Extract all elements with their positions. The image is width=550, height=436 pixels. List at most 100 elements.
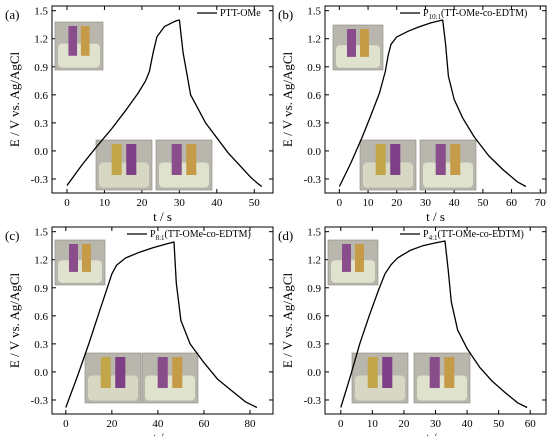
photo-border xyxy=(332,24,384,71)
photo-liquid xyxy=(159,162,209,188)
photo-film xyxy=(355,244,364,272)
x-tick-label: 20 xyxy=(398,418,410,430)
x-tick-label: 60 xyxy=(506,197,518,209)
x-tick-label: 60 xyxy=(198,418,210,430)
vial-photo-image xyxy=(54,239,106,286)
photo-liquid xyxy=(363,162,413,188)
panel-label: (b) xyxy=(278,7,293,22)
y-tick-label: 0.6 xyxy=(34,311,48,323)
photo-border xyxy=(141,352,199,404)
x-axis-title: t / s xyxy=(153,430,172,436)
chart-panel: 0 20 40 60 80 -0.3 0.0 0.3 0.6 0.9 1.2 1.5 t / s E / … xyxy=(5,226,274,436)
y-tick-label: 1.2 xyxy=(34,255,48,267)
y-tick-label: 0.0 xyxy=(307,146,321,158)
plot-frame xyxy=(51,5,274,194)
photo-liquid xyxy=(417,375,467,401)
photo-liquid xyxy=(336,45,380,68)
photo-border xyxy=(155,139,213,191)
legend-label: PTT-OMe xyxy=(220,8,261,19)
photo-border xyxy=(54,21,104,71)
legend-label: P10:1(TT-OMe-co-EDTM) xyxy=(423,8,527,21)
y-tick-label: 0.9 xyxy=(307,62,321,74)
photo-border xyxy=(413,352,471,404)
photo-film xyxy=(69,244,78,272)
x-tick-label: 40 xyxy=(152,418,164,430)
y-tick-label: 0.6 xyxy=(34,90,48,102)
panel-label: (d) xyxy=(278,228,293,243)
legend-label-part: P xyxy=(150,229,156,240)
y-tick-label: 0.3 xyxy=(307,118,321,130)
y-tick-label: 0.0 xyxy=(307,367,321,379)
photo-film xyxy=(360,29,369,57)
legend-label-part: P xyxy=(423,229,429,240)
vial-photo-image xyxy=(95,139,153,191)
charge-discharge-curve xyxy=(66,19,263,188)
x-axis-title: t / s xyxy=(426,430,445,436)
y-tick-label: 0.9 xyxy=(34,62,48,74)
y-tick-label: 0.6 xyxy=(307,90,321,102)
legend-label-part: (TT-OMe-co-EDTM) xyxy=(441,8,527,19)
y-tick-label: -0.3 xyxy=(304,395,322,407)
photo-border xyxy=(327,239,379,286)
vial-photo-image xyxy=(141,352,199,404)
x-tick-label: 80 xyxy=(244,418,256,430)
photo-liquid xyxy=(58,260,102,283)
photo-film xyxy=(450,144,461,175)
photo-film xyxy=(157,357,168,388)
photo-film xyxy=(444,357,455,388)
charge-discharge-curve xyxy=(65,241,258,409)
y-tick-label: 0.3 xyxy=(34,118,48,130)
vial-photo-image xyxy=(419,139,477,191)
legend-label: P8:1(TT-OMe-co-EDTM) xyxy=(150,229,251,242)
photo-film xyxy=(172,357,183,388)
x-tick-label: 60 xyxy=(525,418,537,430)
y-tick-label: 1.5 xyxy=(34,227,48,239)
panel-label: (c) xyxy=(5,228,19,243)
photo-film xyxy=(115,357,126,388)
plot-frame xyxy=(324,5,547,194)
x-tick-label: 40 xyxy=(449,197,461,209)
chart-panel: 0 10 20 30 40 50 60 -0.3 0.0 0.3 0.6 0.9 1.2 1.5 t / s… xyxy=(278,226,547,436)
photo-film xyxy=(347,29,356,57)
y-tick-label: -0.3 xyxy=(31,395,49,407)
y-tick-label: 0.6 xyxy=(307,311,321,323)
y-tick-label: 0.0 xyxy=(34,367,48,379)
y-tick-label: 0.0 xyxy=(34,146,48,158)
legend-label-part: P xyxy=(423,8,429,19)
legend-label-part: PTT-OMe xyxy=(220,8,261,19)
x-tick-label: 30 xyxy=(430,418,442,430)
x-tick-label: 0 xyxy=(337,197,343,209)
photo-liquid xyxy=(99,162,149,188)
vial-photo-image xyxy=(359,139,417,191)
y-tick-label: 1.2 xyxy=(34,34,48,46)
y-tick-label: 1.2 xyxy=(307,34,321,46)
x-tick-label: 0 xyxy=(63,418,69,430)
legend-label-subscript: 4:1 xyxy=(429,234,438,242)
x-tick-label: 20 xyxy=(106,418,118,430)
vial-photo-image xyxy=(84,352,142,404)
x-tick-label: 20 xyxy=(391,197,403,209)
x-tick-label: 0 xyxy=(338,418,344,430)
vial-photo-image xyxy=(155,139,213,191)
y-tick-label: 1.5 xyxy=(307,6,321,18)
x-tick-label: 50 xyxy=(249,197,261,209)
legend-label-subscript: 8:1 xyxy=(156,234,165,242)
chart-panel: 0 10 20 30 40 50 60 70 -0.3 0.0 0.3 0.6 0.9 1.2 1.5 t /… xyxy=(278,5,547,224)
photo-liquid xyxy=(58,43,100,68)
y-tick-label: 0.9 xyxy=(307,283,321,295)
legend-label-subscript: 10:1 xyxy=(429,13,442,21)
y-axis-title: E / V vs. Ag/AgCl xyxy=(280,272,295,368)
photo-border xyxy=(95,139,153,191)
vial-photo-image xyxy=(413,352,471,404)
vial-photo-image xyxy=(54,21,104,71)
photo-film xyxy=(111,144,122,175)
y-tick-label: -0.3 xyxy=(304,174,322,186)
photo-film xyxy=(435,144,446,175)
photo-film xyxy=(80,26,90,56)
x-axis-title: t / s xyxy=(153,209,172,224)
photo-film xyxy=(126,144,137,175)
photo-film xyxy=(375,144,386,175)
x-tick-label: 10 xyxy=(363,197,375,209)
legend-label: P4:1(TT-OMe-co-EDTM) xyxy=(423,229,524,242)
